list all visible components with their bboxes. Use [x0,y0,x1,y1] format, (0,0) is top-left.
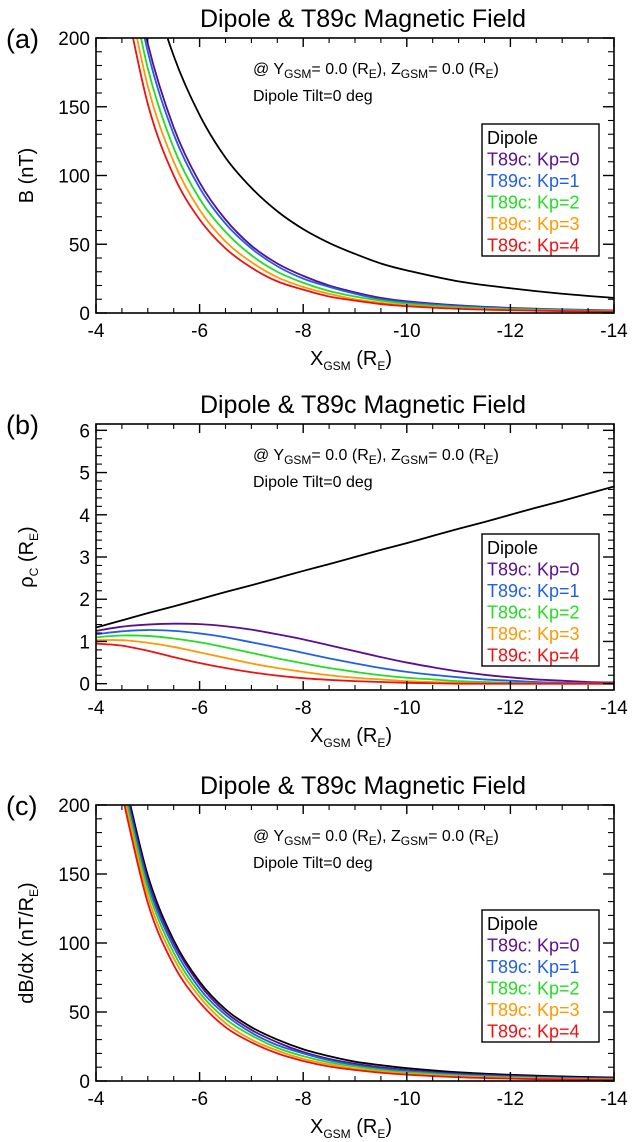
legend-entry: T89c: Kp=1 [487,957,580,977]
legend-entry: Dipole [487,128,538,148]
chart-panel-1: (a) Dipole & T89c Magnetic Field -4 -6 -8 -10… [6,5,628,373]
legend-box [481,909,600,1043]
y-tick-label: 4 [79,506,90,527]
x-tick-label: -8 [295,698,312,719]
y-tick-label: 100 [58,934,90,955]
series-group [96,485,614,685]
legend-entry: T89c: Kp=2 [487,979,580,999]
x-tick-label: -4 [88,1089,105,1110]
legend-entry: Dipole [487,538,538,558]
y-axis-label: ρC (RE) [16,526,41,587]
legend-entry: T89c: Kp=3 [487,1000,580,1020]
chart-panel-2: (b) Dipole & T89c Magnetic Field -4 -6 -8 -10… [6,391,628,750]
y-tick-label: 5 [79,464,90,485]
x-axis-label: XGSM (RE) [310,348,392,373]
y-tick-label: 0 [79,304,90,325]
y-axis-label: B (nT) [16,148,38,204]
series-line-1 [96,622,614,684]
legend-entry: T89c: Kp=0 [487,560,580,580]
annotation-position: @ YGSM= 0.0 (RE), ZGSM= 0.0 (RE) [253,828,499,848]
x-tick-label: -4 [88,321,105,342]
x-tick-label: -6 [191,321,208,342]
x-tick-label: -8 [295,1089,312,1110]
chart-title: Dipole & T89c Magnetic Field [200,772,526,800]
series-group [132,38,614,313]
legend-entry: T89c: Kp=4 [487,646,580,666]
y-tick-label: 50 [69,1003,90,1024]
legend-entry: T89c: Kp=1 [487,171,580,191]
chart-panel-3: (c) Dipole & T89c Magnetic Field -4 -6 -8 -10… [6,772,628,1141]
series-line-3 [140,38,614,312]
y-tick-label: 150 [58,98,90,119]
x-tick-label: -14 [600,1089,628,1110]
x-tick-label: -4 [88,698,105,719]
annotation-tilt: Dipole Tilt=0 deg [253,88,373,105]
legend-entry: T89c: Kp=4 [487,1022,580,1042]
x-tick-label: -10 [393,321,420,342]
legend-entry: Dipole [487,914,538,934]
legend-entry: T89c: Kp=3 [487,624,580,644]
y-tick-label: 6 [79,421,90,442]
y-tick-label: 200 [58,796,90,817]
legend-entry: T89c: Kp=1 [487,581,580,601]
annotation-tilt: Dipole Tilt=0 deg [253,474,373,491]
y-tick-label: 200 [58,29,90,50]
legend-entry: T89c: Kp=0 [487,150,580,170]
legend-box [481,533,600,667]
panel-label: (a) [6,24,39,54]
x-tick-label: -10 [393,698,420,719]
y-tick-label: 150 [58,865,90,886]
x-tick-label: -6 [191,1089,208,1110]
legend-box [481,123,600,257]
annotation-tilt: Dipole Tilt=0 deg [253,855,373,872]
y-tick-label: 50 [69,235,90,256]
legend-entry: T89c: Kp=2 [487,603,580,623]
x-axis-label: XGSM (RE) [310,1116,392,1141]
series-line-0 [166,38,614,299]
x-tick-label: -14 [600,321,628,342]
series-line-2 [96,629,614,685]
y-tick-label: 3 [79,548,90,569]
x-tick-label: -12 [497,1089,524,1110]
annotation-position: @ YGSM= 0.0 (RE), ZGSM= 0.0 (RE) [253,447,499,467]
panel-label: (c) [6,791,37,821]
y-tick-label: 100 [58,167,90,188]
chart-title: Dipole & T89c Magnetic Field [200,391,526,419]
y-tick-label: 0 [79,675,90,696]
y-axis-label: dB/dx (nT/RE) [16,882,41,1003]
series-line-5 [123,805,614,1081]
legend-entry: T89c: Kp=4 [487,236,580,256]
panel-label: (b) [6,410,39,440]
x-tick-label: -12 [497,698,524,719]
y-tick-label: 0 [79,1072,90,1093]
series-line-5 [132,38,614,313]
x-tick-label: -10 [393,1089,420,1110]
series-group [123,805,614,1081]
x-axis-label: XGSM (RE) [310,725,392,750]
legend-entry: T89c: Kp=2 [487,193,580,213]
y-tick-label: 1 [79,632,90,653]
x-tick-label: -8 [295,321,312,342]
legend-entry: T89c: Kp=3 [487,214,580,234]
x-tick-label: -12 [497,321,524,342]
y-tick-label: 2 [79,590,90,611]
chart-title: Dipole & T89c Magnetic Field [200,5,526,33]
series-line-0 [129,805,614,1079]
annotation-position: @ YGSM= 0.0 (RE), ZGSM= 0.0 (RE) [253,61,499,81]
legend-entry: T89c: Kp=0 [487,936,580,956]
x-tick-label: -14 [600,698,628,719]
series-line-0 [96,485,614,629]
series-line-5 [96,642,614,685]
x-tick-label: -6 [191,698,208,719]
